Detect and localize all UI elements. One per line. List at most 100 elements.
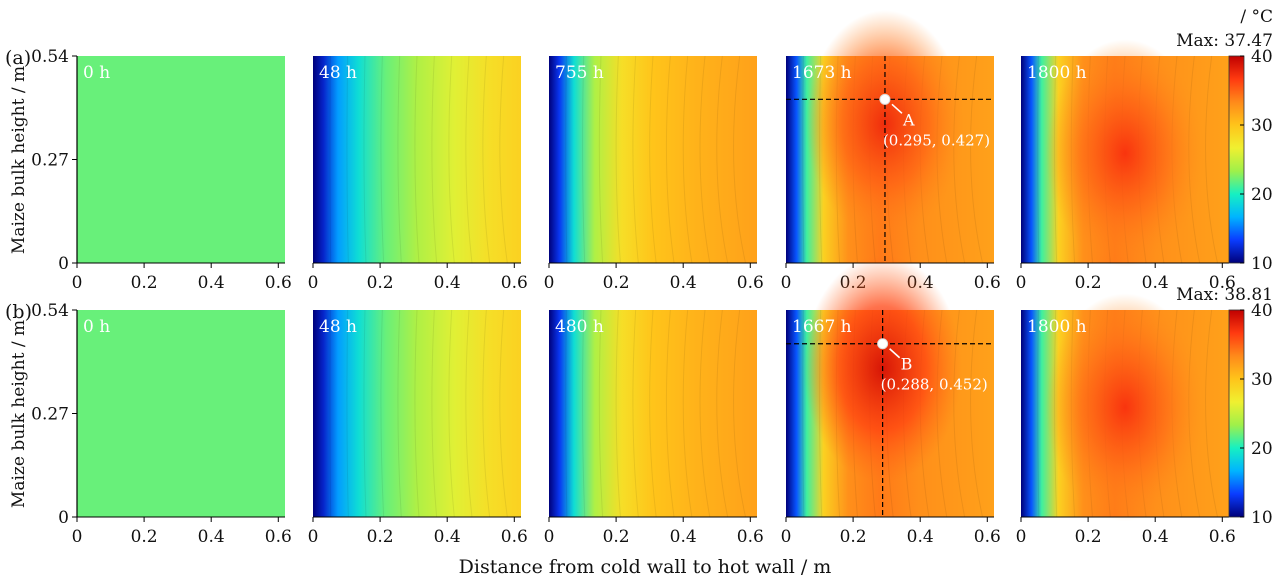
y-tick-label: 0.27 (31, 151, 69, 171)
isotherm-line (329, 55, 332, 264)
x-axis: 0 0.2 0.4 0.6 (72, 262, 292, 293)
x-tick-label: 0.4 (434, 527, 461, 547)
colorbar-tick-label: 10 (1251, 254, 1273, 274)
x-tick-label: 0.6 (974, 527, 1001, 547)
contour-panel: 1800 h 0 0.2 0.4 0.6 (1016, 293, 1236, 547)
isotherm-line (346, 309, 349, 518)
time-label: 1673 h (792, 63, 852, 83)
x-tick-label: 0.4 (198, 273, 225, 293)
contour-field (549, 310, 757, 517)
colorbar-tick-label: 40 (1251, 301, 1273, 321)
isotherm-line (465, 309, 473, 518)
colorbar-tick-label: 30 (1251, 370, 1273, 390)
isotherm-line (499, 309, 508, 518)
x-axis: 0 0.2 0.4 0.6 (308, 516, 528, 547)
isotherm-line (970, 55, 984, 264)
isotherm-line (733, 55, 747, 264)
isotherm-line (699, 309, 711, 518)
point-arrow (891, 103, 903, 114)
x-tick-label: 0 (72, 273, 83, 293)
x-tick-label: 0.2 (1075, 527, 1102, 547)
x-tick-label: 0.6 (1209, 273, 1236, 293)
isotherm-line (448, 55, 455, 264)
isotherm-line (682, 55, 693, 264)
x-tick-label: 0 (72, 527, 83, 547)
isotherm-line (699, 55, 711, 264)
isotherm-line (448, 309, 455, 518)
time-label: 0 h (83, 317, 110, 337)
isotherm-line (582, 55, 586, 264)
isotherm-line (582, 309, 586, 518)
colorbar-tick-label: 40 (1251, 47, 1273, 67)
point-marker (879, 93, 891, 105)
x-tick-label: 0.6 (1209, 527, 1236, 547)
isotherm-line (1205, 55, 1219, 264)
x-tick-label: 0 (1016, 527, 1027, 547)
isotherm-line (363, 309, 367, 518)
colorbar-scale (1228, 309, 1245, 518)
x-tick-label: 0 (544, 273, 555, 293)
contour-panel: 1673 hA(0.295, 0.427)00.20.40.6 (781, 10, 1001, 293)
isotherm-line (665, 55, 675, 264)
x-tick-label: 0 (1016, 273, 1027, 293)
hotspot-region (1045, 39, 1205, 268)
time-label: 1800 h (1027, 63, 1087, 83)
isotherm-line (615, 55, 621, 264)
x-axis: 0 0.2 0.4 0.6 (1016, 262, 1236, 293)
x-tick-label: 0.6 (737, 527, 764, 547)
x-tick-label: 0.6 (974, 273, 1001, 293)
isotherm-line (615, 309, 621, 518)
x-tick-label: 0 (308, 273, 319, 293)
isotherm-line (716, 309, 729, 518)
time-label: 755 h (555, 63, 604, 83)
time-label: 1800 h (1027, 317, 1087, 337)
x-tick-label: 0 (781, 273, 792, 293)
isotherm-line (465, 55, 473, 264)
contour-field (77, 310, 285, 517)
isotherm-line (1037, 55, 1040, 264)
isotherm-line (397, 55, 402, 264)
isotherm-line (565, 309, 568, 518)
x-axis: 0 0.2 0.4 0.6 (72, 516, 292, 547)
isotherm-line (565, 55, 568, 264)
x-tick-label: 0.2 (367, 527, 394, 547)
x-axis: 0 0.2 0.4 0.6 (308, 262, 528, 293)
x-tick-label: 0.6 (501, 273, 528, 293)
y-axis-title-row-b: Maize bulk height / m (9, 320, 29, 508)
isotherm-line (802, 55, 805, 264)
contour-field (313, 56, 521, 263)
y-tick-label: 0.54 (31, 301, 69, 321)
colorbar-tick-label: 30 (1251, 116, 1273, 136)
point-name: A (902, 110, 915, 129)
x-axis: 0 0.2 0.4 0.6 (544, 262, 764, 293)
contour-panel: 480 h 0 0.2 0.4 0.6 (544, 309, 764, 547)
isotherm-line (380, 55, 385, 264)
max-label-b: Max: 38.81 (1176, 285, 1273, 305)
x-tick-label: 0 (544, 527, 555, 547)
y-tick-label: 0.54 (31, 47, 69, 67)
contour-panel: 0 h 0 0.2 0.4 0.6 (72, 310, 292, 547)
isotherm-line (431, 309, 438, 518)
isotherm-line (482, 309, 491, 518)
point-marker (877, 338, 889, 350)
contour-panel: 1667 h B (0.288, 0.452) 0 0.2 0.4 0.6 (781, 254, 1001, 547)
time-label: 480 h (555, 317, 604, 337)
x-tick-label: 0.2 (840, 527, 867, 547)
colorbar-tick-label: 10 (1251, 508, 1273, 528)
isotherm-line (649, 55, 657, 264)
isotherm-line (397, 309, 402, 518)
row-label-b: (b) (5, 301, 32, 323)
y-axis: 0 0.27 0.54 (31, 301, 78, 528)
x-tick-label: 0.4 (1142, 527, 1169, 547)
isotherm-line (970, 309, 984, 518)
x-tick-label: 0.2 (367, 273, 394, 293)
isotherm-line (716, 55, 729, 264)
isotherm-line (431, 55, 438, 264)
x-tick-label: 0.2 (603, 273, 630, 293)
x-tick-label: 0.6 (501, 527, 528, 547)
x-tick-label: 0.4 (907, 527, 934, 547)
isotherm-line (1037, 309, 1040, 518)
colorbar: 10 20 30 40 (1228, 301, 1273, 528)
